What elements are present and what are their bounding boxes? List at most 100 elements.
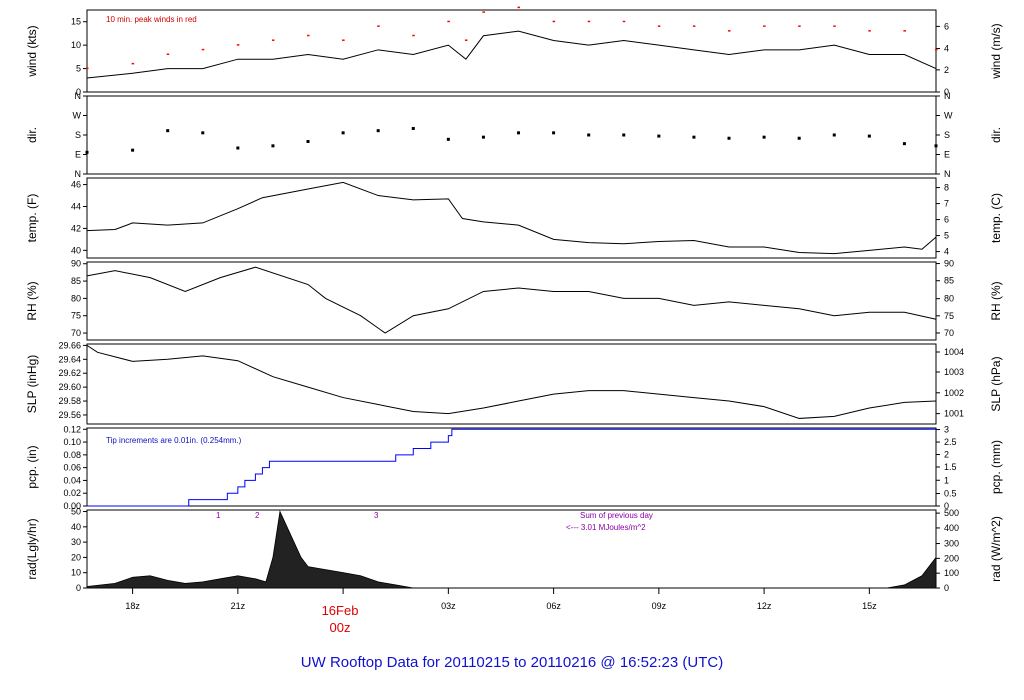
slp-ytick-label-left: 29.58 bbox=[58, 396, 81, 406]
pcp-ylabel-right: pcp. (mm) bbox=[989, 440, 1003, 494]
rad-ytick-label-left: 50 bbox=[71, 507, 81, 517]
wind-peak-point bbox=[307, 34, 310, 37]
wind-peak-point bbox=[868, 30, 871, 32]
x-tick-label: 21z bbox=[231, 601, 246, 611]
temp-ytick-label-right: 6 bbox=[944, 215, 949, 225]
rad-ytick-label-right: 100 bbox=[944, 568, 959, 578]
wind-peak-point bbox=[412, 34, 415, 37]
dir-point bbox=[934, 144, 938, 148]
rad-sum-note-2: <--- 3.01 MJoules/m^2 bbox=[566, 523, 646, 532]
dir-ytick-label-right: W bbox=[944, 111, 953, 121]
rh-ytick-label-left: 80 bbox=[71, 293, 81, 303]
rad-ytick-label-right: 200 bbox=[944, 553, 959, 563]
dir-frame bbox=[86, 95, 937, 175]
temp-ylabel-right: temp. (C) bbox=[989, 193, 1003, 243]
wind-peak-point bbox=[728, 30, 731, 32]
temp-frame bbox=[86, 177, 937, 259]
dir-point bbox=[481, 135, 485, 139]
wind-ytick-label-right: 4 bbox=[944, 44, 949, 54]
wind-peak-point bbox=[271, 39, 275, 41]
wind-ytick-label-right: 0 bbox=[944, 87, 949, 97]
pcp-tip-note: Tip increments are 0.01in. (0.254mm.) bbox=[106, 436, 242, 445]
temp-ytick-label-right: 4 bbox=[944, 247, 949, 257]
dir-ylabel-right: dir. bbox=[989, 127, 1003, 143]
rad-frame bbox=[86, 509, 937, 589]
wind-peak-point bbox=[464, 39, 468, 41]
dir-ytick-label-left: N bbox=[75, 91, 82, 101]
wind-peak-point bbox=[236, 44, 240, 46]
dir-ytick-label-right: E bbox=[944, 150, 950, 160]
temp-ytick-label-right: 7 bbox=[944, 199, 949, 209]
rad-ytick-label-left: 40 bbox=[71, 522, 81, 532]
pcp-ytick-label-right: 0.5 bbox=[944, 489, 957, 499]
slp-ytick-label-right: 1002 bbox=[944, 388, 964, 398]
pcp-series-line bbox=[87, 428, 936, 507]
wind-peak-note: 10 min. peak winds in red bbox=[106, 15, 197, 24]
rad-ytick-label-left: 30 bbox=[71, 537, 81, 547]
wind-ytick-label-left: 5 bbox=[76, 64, 81, 74]
slp-ylabel-left: SLP (inHg) bbox=[25, 355, 39, 413]
wind-peak-point bbox=[763, 25, 766, 27]
pcp-ytick-label-right: 2.5 bbox=[944, 437, 957, 447]
dir-ytick-label-right: S bbox=[944, 130, 950, 140]
rad-ytick-label-right: 400 bbox=[944, 523, 959, 533]
dir-ytick-label-left: W bbox=[73, 111, 82, 121]
slp-ytick-label-left: 29.56 bbox=[58, 410, 81, 420]
rad-ylabel-left: rad(Lgly/hr) bbox=[25, 518, 39, 579]
wind-peak-point bbox=[166, 53, 170, 56]
dir-point bbox=[271, 144, 275, 148]
rad-series-area bbox=[86, 510, 937, 589]
pcp-ytick-label-left: 0.08 bbox=[63, 450, 81, 460]
rh-frame bbox=[86, 261, 937, 341]
pcp-ytick-label-left: 0.10 bbox=[63, 437, 81, 447]
rad-marker-3: 3 bbox=[374, 511, 379, 520]
slp-ytick-label-right: 1004 bbox=[944, 347, 964, 357]
wind-peak-point bbox=[482, 11, 485, 13]
dir-point bbox=[727, 136, 731, 140]
dir-ytick-label-right: N bbox=[944, 91, 951, 101]
wind-ytick-label-left: 0 bbox=[76, 87, 81, 97]
rad-marker-2: 2 bbox=[255, 511, 260, 520]
dir-point bbox=[797, 136, 801, 140]
pcp-panel: pcp. (in) pcp. (mm) 0.00 0.02 0.04 0.06 0.08 0.… bbox=[25, 424, 1003, 511]
x-tick-label: 09z bbox=[652, 601, 667, 611]
dir-point bbox=[236, 146, 240, 150]
wind-peak-point bbox=[342, 39, 345, 41]
wind-peak-point bbox=[587, 20, 591, 23]
rad-ytick-label-right: 500 bbox=[944, 508, 959, 518]
temp-ytick-label-right: 5 bbox=[944, 231, 949, 241]
dir-point bbox=[622, 133, 626, 137]
pcp-ytick-label-left: 0.00 bbox=[63, 501, 81, 511]
wind-ylabel-left: wind (kts) bbox=[25, 25, 39, 77]
rh-ytick-label-right: 80 bbox=[944, 294, 954, 304]
wind-peak-point bbox=[798, 25, 801, 27]
wind-peak-point bbox=[517, 6, 521, 9]
dir-point bbox=[902, 142, 906, 146]
wind-peak-point bbox=[86, 67, 89, 70]
wind-peak-point bbox=[552, 20, 556, 23]
pcp-ytick-label-left: 0.12 bbox=[63, 424, 81, 434]
dir-point bbox=[832, 133, 836, 137]
x-tick-label: 15z bbox=[862, 601, 877, 611]
wind-peak-point bbox=[935, 48, 938, 51]
dir-point bbox=[411, 127, 415, 130]
slp-ytick-label-left: 29.62 bbox=[58, 368, 81, 378]
rh-ytick-label-right: 85 bbox=[944, 276, 954, 286]
dir-point bbox=[446, 137, 450, 141]
dir-point bbox=[131, 148, 135, 152]
rh-ytick-label-right: 90 bbox=[944, 259, 954, 269]
dir-point bbox=[517, 131, 521, 135]
dir-point bbox=[587, 133, 591, 137]
dir-point bbox=[692, 135, 696, 139]
dir-point bbox=[85, 150, 89, 154]
rh-panel: RH (%) RH (%) 70 75 80 85 90 70 75 80 85 90 bbox=[25, 259, 1003, 341]
x-axis: 18z 21z 03z 06z 09z 12z 15z bbox=[125, 588, 877, 611]
pcp-ytick-label-right: 0 bbox=[944, 501, 949, 511]
wind-frame bbox=[86, 9, 937, 93]
x-tick-label: 06z bbox=[546, 601, 561, 611]
wind-peak-point bbox=[377, 25, 380, 27]
dir-point bbox=[762, 135, 766, 139]
dir-ytick-label-left: S bbox=[75, 130, 81, 140]
